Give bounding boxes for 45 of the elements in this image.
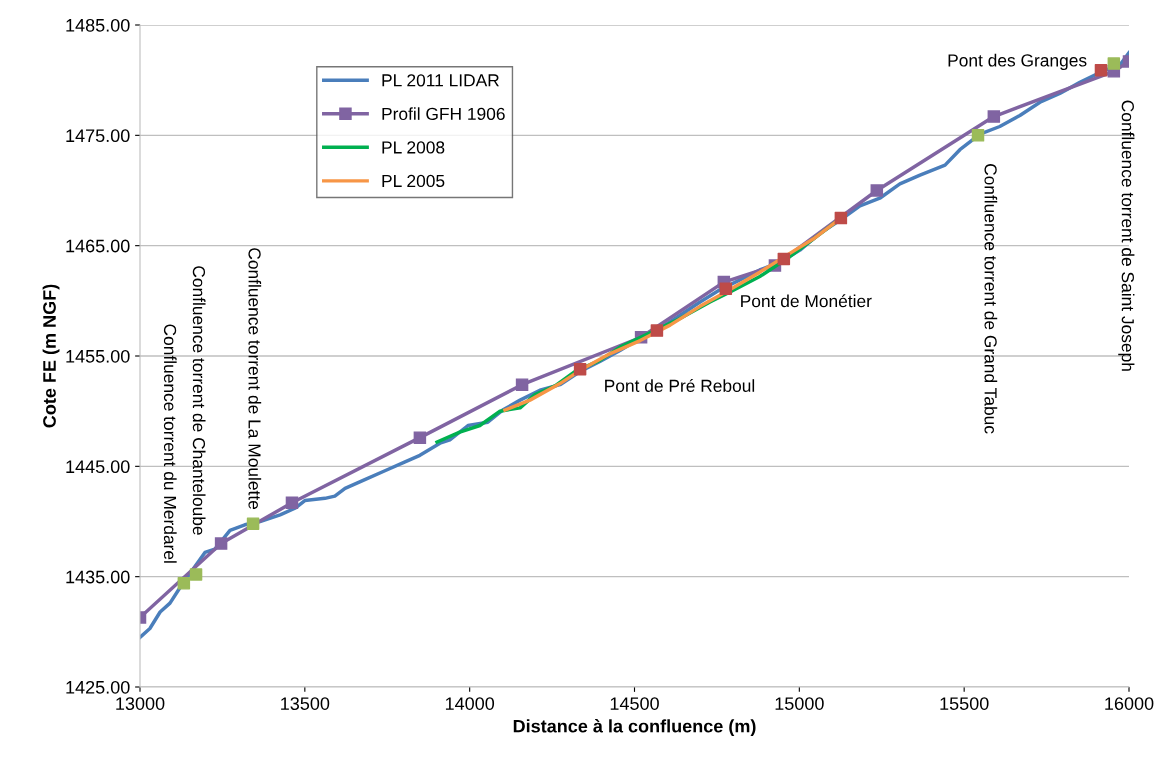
x-tick-label: 13500 [281,697,330,710]
x-tick-label: 15500 [940,697,989,710]
point [987,110,1001,123]
annotation: Confluence torrent de Grand Tabuc [984,163,998,434]
legend-label: PL 2011 LIDAR [382,74,499,87]
point [413,431,427,444]
point [573,362,587,376]
y-tick-label: 1425.00 [66,680,130,694]
point [214,537,228,550]
y-tick-label: 1445.00 [66,460,130,474]
x-tick-label: 14000 [445,697,495,710]
annotation: Pont de Pré Reboul [605,379,755,392]
y-tick-label: 1435.00 [66,570,130,584]
x-axis-title: Distance à la confluence (m) [513,719,756,737]
annotation: Confluence torrent de Chanteloube [192,266,206,535]
y-tick-label: 1465.00 [66,239,130,253]
annotation: Confluence torrent du Merdarel [163,324,177,563]
y-tick-label: 1455.00 [66,349,130,363]
point [1107,57,1121,70]
point [650,324,664,337]
legend-label: Profil GFH 1906 [382,107,505,121]
point [246,517,260,530]
annotation: Pont des Granges [948,53,1087,70]
x-tick-label: 16000 [1105,697,1154,710]
legend-label: PL 2008 [382,141,445,154]
point [870,184,884,197]
point [834,211,848,225]
legend-label: PL 2005 [382,174,445,188]
point [189,568,203,581]
x-tick-label: 13000 [116,697,165,710]
x-tick-label: 15000 [775,697,824,710]
annotation: Pont de Monétier [741,294,872,308]
x-tick-label: 14500 [610,697,659,710]
point [177,577,191,590]
point [719,282,733,295]
point [515,378,529,391]
y-axis-title: Cote FE (m NGF) [42,284,60,428]
point [1094,63,1108,77]
annotation: Confluence torrent de La Moulette [248,248,262,510]
point [777,252,791,266]
y-tick-label: 1485.00 [66,18,130,32]
point [971,129,985,142]
annotation: Confluence torrent de Saint Joseph [1118,100,1135,371]
point [285,496,299,509]
y-tick-label: 1475.00 [66,129,130,143]
